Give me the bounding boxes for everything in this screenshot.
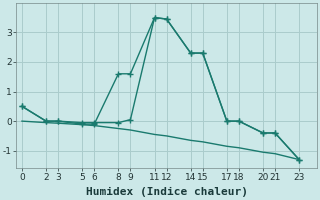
X-axis label: Humidex (Indice chaleur): Humidex (Indice chaleur) — [85, 187, 248, 197]
